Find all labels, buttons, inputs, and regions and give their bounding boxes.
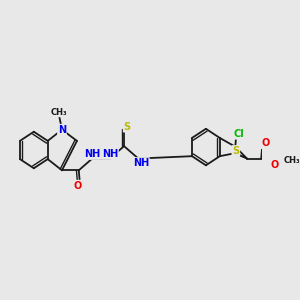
- Text: NH: NH: [102, 149, 118, 159]
- Text: S: S: [232, 146, 239, 156]
- Text: Cl: Cl: [234, 129, 244, 139]
- Text: CH₃: CH₃: [50, 107, 67, 116]
- Text: O: O: [74, 181, 82, 190]
- Text: N: N: [58, 125, 66, 135]
- Text: NH: NH: [133, 158, 149, 168]
- Text: O: O: [262, 138, 270, 148]
- Text: S: S: [124, 122, 131, 132]
- Text: O: O: [271, 160, 279, 170]
- Text: NH: NH: [84, 149, 101, 159]
- Text: CH₃: CH₃: [284, 156, 300, 165]
